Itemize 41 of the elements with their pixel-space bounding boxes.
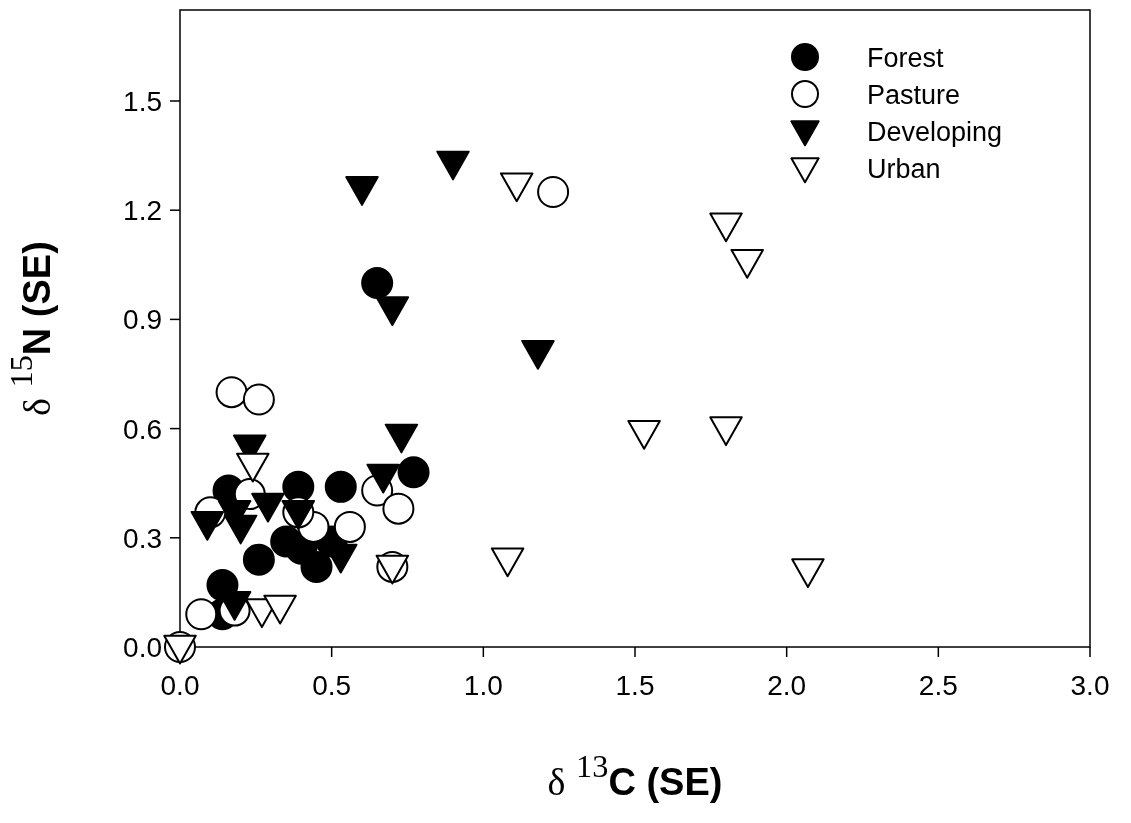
y-tick-label: 1.2 [123, 195, 162, 227]
point [190, 510, 225, 541]
point [384, 423, 419, 454]
point [499, 172, 534, 203]
point [709, 212, 743, 243]
legend-label: Pasture [867, 80, 961, 110]
point [242, 543, 275, 576]
point [324, 470, 357, 503]
x-tick-label: 3.0 [1070, 670, 1110, 701]
point [382, 492, 415, 525]
x-tick-label: 1.0 [463, 670, 503, 701]
point [397, 456, 430, 489]
point [300, 550, 333, 583]
x-axis-title: δ $^{13}$C (SE) [547, 748, 723, 803]
point [436, 150, 470, 181]
point [185, 598, 218, 631]
legend-label: Urban [867, 154, 941, 184]
point [345, 176, 379, 206]
point [236, 452, 270, 483]
x-tick-label: 0.0 [160, 670, 200, 701]
point [375, 296, 410, 326]
legend-label: Developing [867, 117, 1003, 147]
point [627, 419, 661, 450]
point [521, 339, 555, 370]
x-tick-label: 2.5 [918, 670, 958, 701]
point [251, 492, 285, 523]
x-tick-label: 0.5 [312, 670, 352, 701]
y-tick-label: 0.0 [123, 632, 162, 663]
x-tick-label: 2.0 [767, 670, 807, 701]
y-tick-label: 0.6 [123, 413, 162, 445]
point [730, 248, 764, 279]
point [242, 383, 275, 416]
y-tick-label: 1.5 [123, 86, 162, 117]
y-tick-label: 0.9 [123, 304, 162, 336]
x-tick-label: 1.5 [615, 670, 655, 701]
legend-label: Forest [867, 43, 945, 73]
point [709, 416, 743, 447]
point [333, 510, 366, 543]
point [215, 376, 248, 409]
point [366, 463, 400, 494]
y-tick-label: 0.3 [123, 522, 162, 554]
